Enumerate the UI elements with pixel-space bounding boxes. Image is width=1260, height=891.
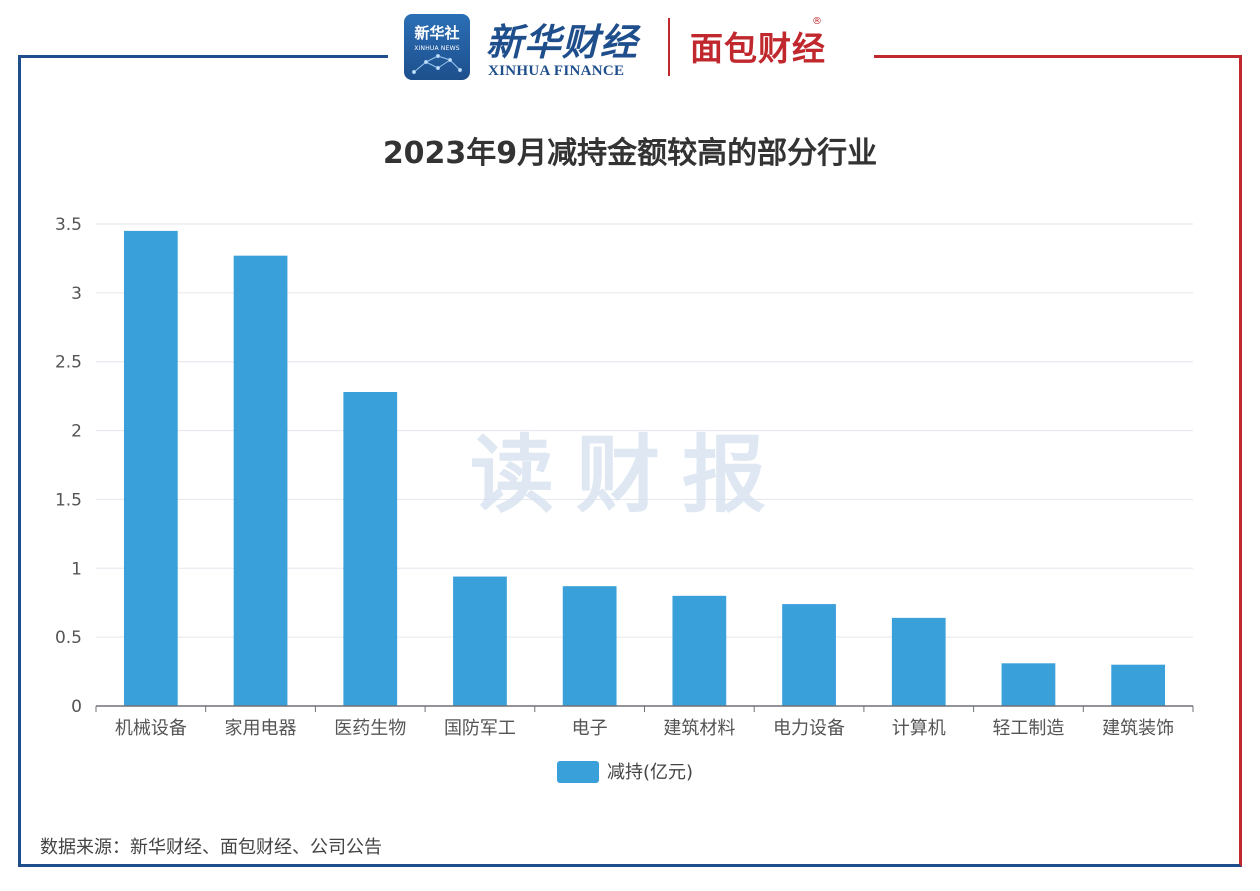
x-category-label: 建筑材料 xyxy=(663,718,735,739)
y-tick-label: 3.5 xyxy=(55,215,82,235)
frame-right-border xyxy=(630,55,1242,867)
bar xyxy=(782,604,836,706)
bar xyxy=(891,617,946,706)
legend-label: 减持(亿元) xyxy=(607,762,693,783)
x-category-label: 轻工制造 xyxy=(992,718,1064,739)
chart-title: 2023年9月减持金额较高的部分行业 xyxy=(382,136,878,171)
y-tick-label: 1.5 xyxy=(55,490,82,510)
bar xyxy=(1001,663,1056,706)
legend-swatch xyxy=(557,761,599,783)
logo-divider xyxy=(668,18,670,76)
xinhua-finance-logo-en: XINHUA FINANCE xyxy=(488,63,625,79)
y-tick-label: 0.5 xyxy=(55,628,82,648)
y-axis-ticks: 0 0.5 1 1.5 2 2.5 3 3.5 xyxy=(55,215,82,717)
registered-mark: ® xyxy=(812,16,822,27)
y-tick-label: 2 xyxy=(71,422,82,442)
x-category-label: 国防军工 xyxy=(444,718,516,739)
x-category-label: 家用电器 xyxy=(225,718,297,739)
x-category-label: 计算机 xyxy=(892,718,946,739)
bar xyxy=(123,230,178,706)
bar xyxy=(672,595,727,706)
mianbao-finance-logo: 面包财经 xyxy=(690,29,826,68)
x-category-label: 建筑装饰 xyxy=(1102,718,1174,739)
x-category-label: 电力设备 xyxy=(773,718,845,739)
y-tick-label: 0 xyxy=(71,697,82,717)
legend: 减持(亿元) xyxy=(557,761,693,783)
xinhua-finance-logo-cn: 新华财经 xyxy=(486,20,638,64)
xinhua-news-logo: 新华社 XINHUA NEWS xyxy=(404,14,470,80)
x-category-label: 电子 xyxy=(572,718,608,739)
y-tick-label: 3 xyxy=(71,284,82,304)
y-tick-label: 1 xyxy=(71,559,82,579)
xinhua-logo-cn: 新华社 xyxy=(414,24,460,42)
y-tick-label: 2.5 xyxy=(55,353,82,373)
xinhua-logo-en: XINHUA NEWS xyxy=(414,45,460,52)
bar xyxy=(343,392,398,706)
data-source-note: 数据来源：新华财经、面包财经、公司公告 xyxy=(40,837,382,858)
x-category-label: 机械设备 xyxy=(115,718,187,739)
x-category-label: 医药生物 xyxy=(334,718,406,739)
x-axis: 机械设备 家用电器 医药生物 国防军工 电子 建筑材料 电力设备 计算机 轻工制造 建筑装饰 xyxy=(95,705,1194,739)
watermark: 读财报 xyxy=(470,426,789,524)
bar xyxy=(562,586,617,706)
bar xyxy=(1111,664,1166,706)
bar xyxy=(453,576,507,706)
frame-left-border xyxy=(18,55,630,867)
network-icon xyxy=(411,54,463,75)
bar xyxy=(233,255,288,706)
bars xyxy=(123,230,1166,706)
